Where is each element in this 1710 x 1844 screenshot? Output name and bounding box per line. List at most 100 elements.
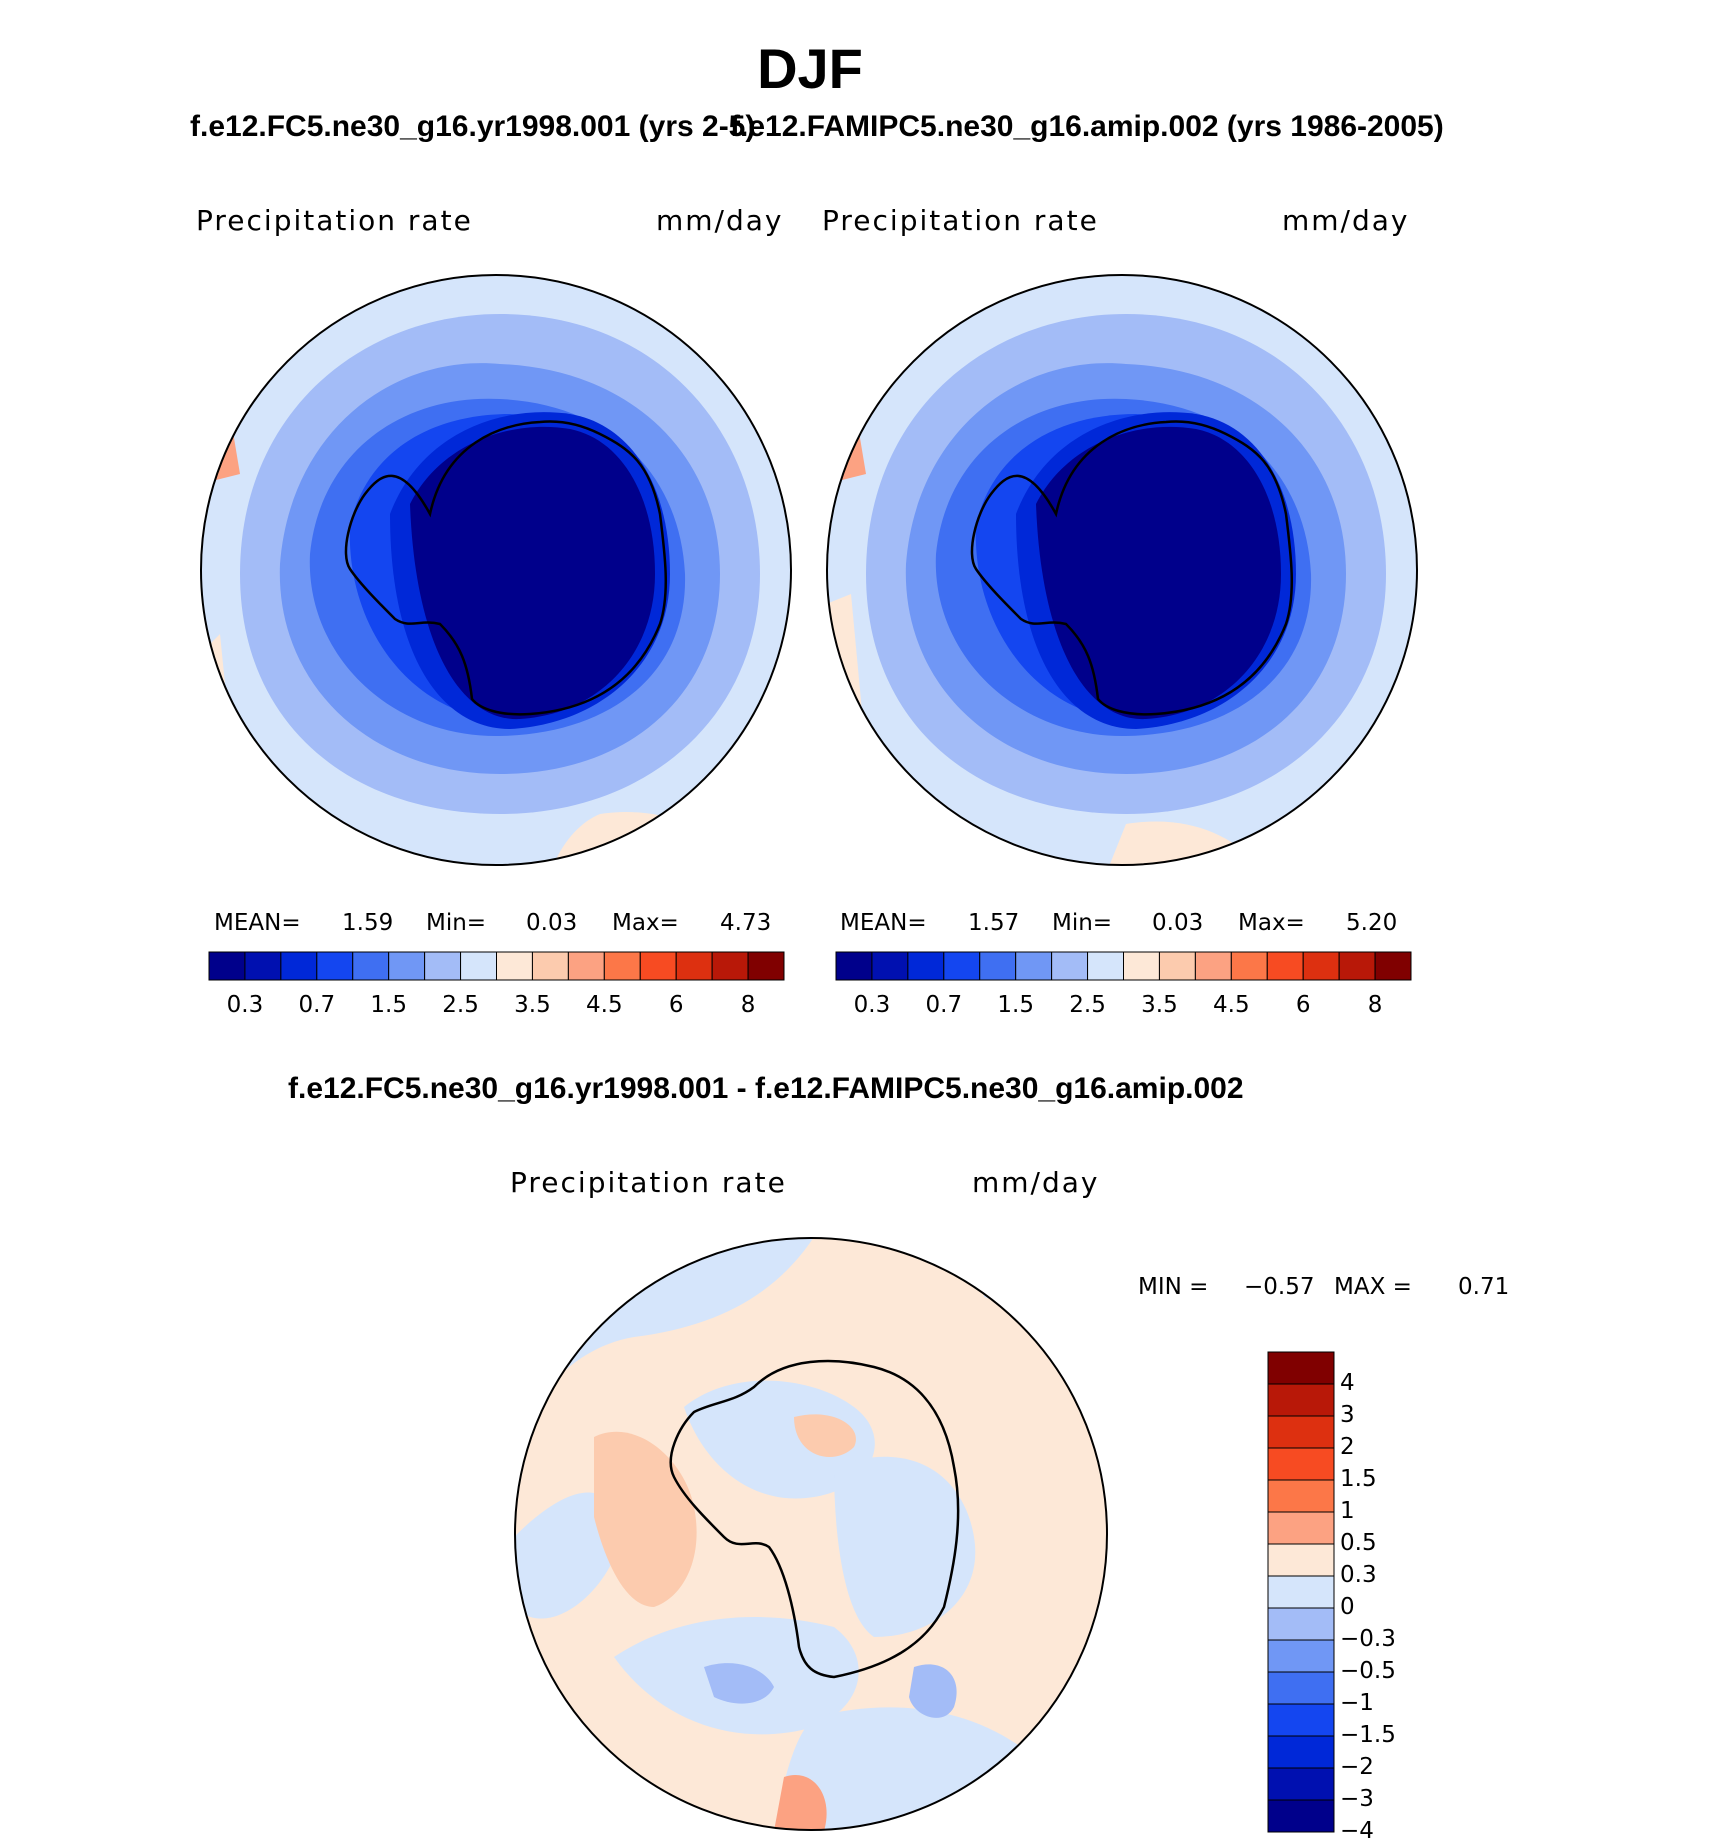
colorbar-swatch [907, 951, 945, 981]
diff-min-value: −0.57 [1244, 1274, 1315, 1300]
diff-colorbar-swatch [1267, 1639, 1335, 1673]
colorbar-swatch [603, 951, 641, 981]
colorbar-tick-label: 3.5 [1141, 992, 1178, 1018]
diff-colorbar-swatch [1267, 1415, 1335, 1449]
colorbar-swatch [1158, 951, 1196, 981]
diff-colorbar-swatch [1267, 1383, 1335, 1417]
left-polar-map [200, 274, 792, 866]
left-case-title: f.e12.FC5.ne30_g16.yr1998.001 (yrs 2-5) [190, 110, 756, 143]
colorbar-tick-label: 2.5 [442, 992, 479, 1018]
figure-title: DJF [757, 37, 863, 100]
colorbar-swatch [208, 951, 246, 981]
diff-colorbar-swatch [1267, 1575, 1335, 1609]
right-min-label: Min= [1052, 910, 1113, 936]
diff-colorbar-tick-label: −1 [1340, 1690, 1374, 1716]
right-colorbar-labels: 0.3 0.7 1.5 2.5 3.5 4.5 6 8 [836, 992, 1411, 1022]
diff-colorbar-swatch [1267, 1799, 1335, 1833]
diff-colorbar-tick-label: 1 [1340, 1498, 1355, 1524]
diff-colorbar-swatch [1267, 1351, 1335, 1385]
diff-colorbar-swatch [1267, 1735, 1335, 1769]
colorbar-swatch [531, 951, 569, 981]
colorbar-swatch [1123, 951, 1160, 981]
colorbar-swatch [943, 951, 981, 981]
colorbar-swatch [424, 951, 462, 981]
left-mean-value: 1.59 [342, 910, 394, 936]
colorbar-tick-label: 3.5 [514, 992, 551, 1018]
diff-colorbar-labels: 4 3 2 1.5 1 0.5 0.3 0 −0.3 −0.5 −1 −1.5 −2 −3 −4 [1340, 1352, 1440, 1844]
diff-max-label: MAX = [1334, 1274, 1412, 1300]
colorbar-tick-label: 6 [1295, 992, 1311, 1018]
diff-colorbar-tick-label: −2 [1340, 1754, 1374, 1780]
right-max-label: Max= [1238, 910, 1305, 936]
colorbar-swatch [675, 951, 713, 981]
colorbar-swatch [1230, 951, 1268, 981]
left-max-value: 4.73 [720, 910, 772, 936]
diff-colorbar-tick-label: −0.3 [1340, 1626, 1396, 1652]
colorbar-tick-label: 1.5 [997, 992, 1034, 1018]
right-colorbar [835, 951, 1412, 981]
colorbar-tick-label: 0.3 [853, 992, 891, 1018]
left-units-label: mm/day [656, 204, 784, 237]
colorbar-tick-label: 2.5 [1069, 992, 1106, 1018]
colorbar-swatch [1087, 951, 1124, 981]
diff-units-label: mm/day [972, 1166, 1100, 1199]
colorbar-swatch [747, 951, 785, 981]
left-min-label: Min= [426, 910, 487, 936]
left-min-value: 0.03 [526, 910, 578, 936]
diff-max-value: 0.71 [1458, 1274, 1510, 1300]
colorbar-tick-label: 4.5 [1213, 992, 1250, 1018]
colorbar-swatch [496, 951, 533, 981]
diff-colorbar-swatch [1267, 1607, 1335, 1641]
left-variable-label: Precipitation rate [196, 204, 473, 237]
diff-colorbar-tick-label: 3 [1340, 1402, 1355, 1428]
colorbar-tick-label: 8 [1367, 992, 1383, 1018]
diff-colorbar-tick-label: 0.3 [1340, 1562, 1377, 1588]
diff-case-title: f.e12.FC5.ne30_g16.yr1998.001 - f.e12.FA… [288, 1072, 1244, 1105]
diff-colorbar-tick-label: −3 [1340, 1786, 1374, 1812]
colorbar-tick-label: 1.5 [370, 992, 407, 1018]
colorbar-swatch [280, 951, 318, 981]
colorbar-swatch [460, 951, 497, 981]
right-polar-map [826, 274, 1418, 866]
diff-colorbar-tick-label: 1.5 [1340, 1466, 1377, 1492]
diff-colorbar-swatch [1267, 1479, 1335, 1513]
diff-colorbar-swatch [1267, 1511, 1335, 1545]
diff-polar-map [514, 1237, 1108, 1831]
colorbar-swatch [1051, 951, 1089, 981]
diff-colorbar-swatch [1267, 1671, 1335, 1705]
colorbar-swatch [711, 951, 749, 981]
colorbar-tick-label: 0.7 [925, 992, 963, 1018]
diff-colorbar-tick-label: −4 [1340, 1818, 1374, 1844]
right-units-label: mm/day [1282, 204, 1410, 237]
colorbar-swatch [1266, 951, 1304, 981]
colorbar-swatch [1302, 951, 1340, 981]
diff-colorbar-tick-label: 2 [1340, 1434, 1355, 1460]
right-max-value: 5.20 [1346, 910, 1398, 936]
diff-min-label: MIN = [1138, 1274, 1209, 1300]
diff-colorbar-swatch [1267, 1703, 1335, 1737]
diff-colorbar-tick-label: 0.5 [1340, 1530, 1377, 1556]
colorbar-tick-label: 8 [740, 992, 756, 1018]
diff-colorbar-tick-label: 4 [1340, 1370, 1355, 1396]
left-colorbar-labels: 0.3 0.7 1.5 2.5 3.5 4.5 6 8 [209, 992, 784, 1022]
colorbar-swatch [352, 951, 390, 981]
colorbar-swatch [567, 951, 605, 981]
diff-colorbar-swatch [1267, 1447, 1335, 1481]
colorbar-swatch [1338, 951, 1376, 981]
diff-colorbar-tick-label: −1.5 [1340, 1722, 1396, 1748]
colorbar-swatch [1194, 951, 1232, 981]
left-colorbar [208, 951, 785, 981]
diff-colorbar [1267, 1351, 1335, 1833]
left-mean-label: MEAN= [214, 910, 301, 936]
colorbar-swatch [1015, 951, 1053, 981]
diff-colorbar-tick-label: −0.5 [1340, 1658, 1396, 1684]
colorbar-swatch [1374, 951, 1412, 981]
right-min-value: 0.03 [1152, 910, 1204, 936]
colorbar-swatch [316, 951, 354, 981]
colorbar-tick-label: 6 [668, 992, 684, 1018]
colorbar-swatch [639, 951, 677, 981]
diff-colorbar-swatch [1267, 1543, 1335, 1577]
diff-variable-label: Precipitation rate [510, 1166, 787, 1199]
colorbar-tick-label: 0.7 [298, 992, 336, 1018]
right-mean-value: 1.57 [968, 910, 1020, 936]
